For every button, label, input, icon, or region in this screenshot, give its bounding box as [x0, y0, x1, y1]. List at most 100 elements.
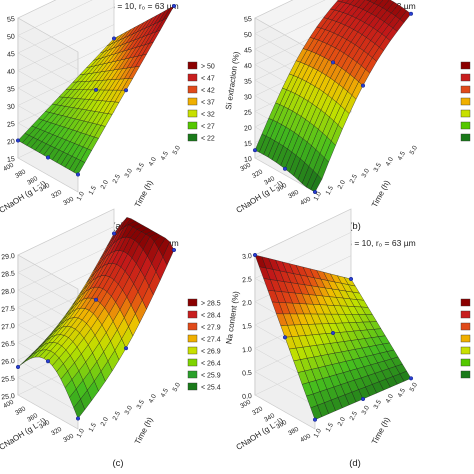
legend-swatch — [187, 61, 198, 70]
z-tick-label: 29.0 — [1, 253, 15, 261]
z-axis: 25.0 25.5 26.0 26.5 27.0 27.5 28.0 28.5 29.0 — [1, 253, 15, 401]
z-tick-label: 45 — [7, 51, 16, 59]
legend-label: < 42 — [201, 88, 215, 95]
legend-swatch — [187, 322, 198, 331]
y-axis-label: CNaOH (g L⁻¹) — [0, 416, 48, 452]
x-tick-label: 2.5 — [349, 173, 360, 185]
z-tick-label: 2.5 — [242, 276, 253, 284]
legend-swatch — [460, 346, 471, 355]
legend-swatch — [187, 73, 198, 82]
x-tick-label: 5.0 — [172, 144, 183, 156]
y-tick-label: 300 — [239, 161, 252, 173]
panel-label: (c) — [112, 458, 123, 469]
legend-swatch — [187, 121, 198, 130]
legend-swatch — [460, 97, 471, 106]
x-tick-label: 3.5 — [373, 162, 384, 174]
surface-cell — [162, 241, 175, 266]
x-tick-label: 3.0 — [361, 404, 372, 416]
z-tick-label: 40 — [244, 63, 253, 71]
color-legend — [460, 298, 471, 379]
y-tick-label: 400 — [2, 398, 15, 410]
z-tick-label: 30 — [244, 94, 253, 102]
design-point — [330, 60, 336, 65]
x-tick-label: 1.0 — [313, 190, 324, 202]
z-tick-label: 20 — [7, 139, 16, 147]
design-point — [408, 11, 414, 16]
legend-swatch — [460, 298, 471, 307]
surface-cell — [345, 0, 355, 5]
panel-title: T = 110 °C, L:S = 10, r₀ = 63 µm — [294, 238, 415, 248]
legend-label: < 26.9 — [201, 349, 221, 356]
design-point — [360, 83, 366, 88]
y-tick-label: 380 — [287, 189, 300, 201]
legend-label: < 27.9 — [201, 325, 221, 332]
legend-label: < 25.4 — [201, 385, 221, 392]
legend-label: < 27 — [201, 124, 215, 131]
z-tick-label: 45 — [244, 47, 253, 55]
y-tick-label: 300 — [62, 195, 75, 207]
design-points — [252, 252, 414, 422]
design-point — [252, 252, 258, 258]
design-point — [111, 36, 117, 41]
y-tick-label: 340 — [263, 175, 276, 187]
design-point — [360, 396, 366, 402]
z-tick-label: 55 — [244, 16, 253, 24]
y-axis-label: CNaOH (g L⁻¹) — [235, 179, 285, 215]
z-tick-label: 26.0 — [1, 358, 15, 366]
legend-swatch — [460, 73, 471, 82]
x-axis: 1.01.52.02.53.03.54.04.55.0 Time (h) — [76, 144, 183, 209]
legend-swatch — [187, 346, 198, 355]
surface-panel-4: T = 110 °C, L:S = 10, r₀ = 63 µm 0.0 0.5 1.… — [224, 208, 471, 469]
response-surface — [17, 5, 175, 175]
x-tick-label: 1.0 — [313, 427, 324, 439]
design-point — [312, 417, 318, 422]
z-tick-label: 35 — [244, 78, 253, 86]
legend-label: > 28.5 — [201, 301, 221, 308]
color-legend — [460, 61, 471, 142]
legend-label: < 28.4 — [201, 313, 221, 320]
y-tick-label: 380 — [14, 168, 27, 180]
z-tick-label: 3.0 — [242, 253, 253, 261]
design-points — [252, 11, 414, 195]
z-tick-label: 35 — [7, 86, 16, 94]
y-tick-label: 340 — [38, 182, 51, 194]
x-tick-label: 3.0 — [124, 404, 135, 416]
surface-panel-2: T = 110 °C, L:S = 10, r₀ = 63 µm10152025… — [224, 0, 471, 232]
x-tick-label: 4.5 — [397, 150, 408, 162]
y-tick-label: 340 — [263, 412, 276, 424]
legend-swatch — [460, 322, 471, 331]
x-tick-label: 2.5 — [112, 410, 123, 422]
z-axis: 10 15 20 25 30 35 40 45 50 55 Si extraction (%) — [224, 16, 252, 164]
x-axis-label: Time (h) — [370, 178, 392, 209]
x-tick-label: 1.0 — [76, 190, 87, 202]
z-tick-label: 15 — [7, 156, 16, 164]
z-tick-label: 1.0 — [242, 346, 253, 354]
z-tick-label: 30 — [7, 104, 16, 112]
z-tick-label: 28.5 — [1, 271, 15, 279]
x-tick-label: 2.0 — [100, 179, 111, 191]
design-point — [15, 138, 21, 143]
legend-swatch — [460, 85, 471, 94]
surface-cell — [336, 0, 344, 3]
z-tick-label: 27.0 — [1, 323, 15, 331]
z-tick-label: 0.5 — [242, 370, 253, 378]
y-tick-label: 400 — [299, 195, 312, 207]
x-tick-label: 3.0 — [124, 167, 135, 179]
legend-swatch — [460, 133, 471, 142]
x-tick-label: 2.0 — [337, 416, 348, 428]
design-point — [171, 3, 177, 9]
legend-swatch — [187, 97, 198, 106]
design-point — [75, 416, 81, 421]
design-points — [15, 231, 177, 421]
x-tick-label: 2.0 — [337, 179, 348, 191]
z-tick-label: 10 — [244, 156, 253, 164]
design-points — [15, 3, 177, 177]
x-tick-label: 3.5 — [136, 399, 147, 411]
surface-cell — [399, 370, 412, 382]
z-tick-label: 26.5 — [1, 341, 15, 349]
y-axis-label: CNaOH (g L⁻¹) — [235, 416, 285, 452]
x-tick-label: 4.0 — [148, 393, 159, 405]
z-tick-label: 0.0 — [242, 393, 253, 401]
legend-swatch — [187, 310, 198, 319]
design-point — [93, 297, 99, 302]
